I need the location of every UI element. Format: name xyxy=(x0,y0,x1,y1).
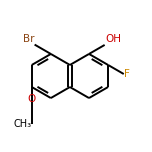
Text: Br: Br xyxy=(22,34,34,44)
Text: F: F xyxy=(124,69,130,79)
Text: CH₃: CH₃ xyxy=(13,119,31,129)
Text: OH: OH xyxy=(105,34,121,44)
Text: O: O xyxy=(28,94,36,104)
